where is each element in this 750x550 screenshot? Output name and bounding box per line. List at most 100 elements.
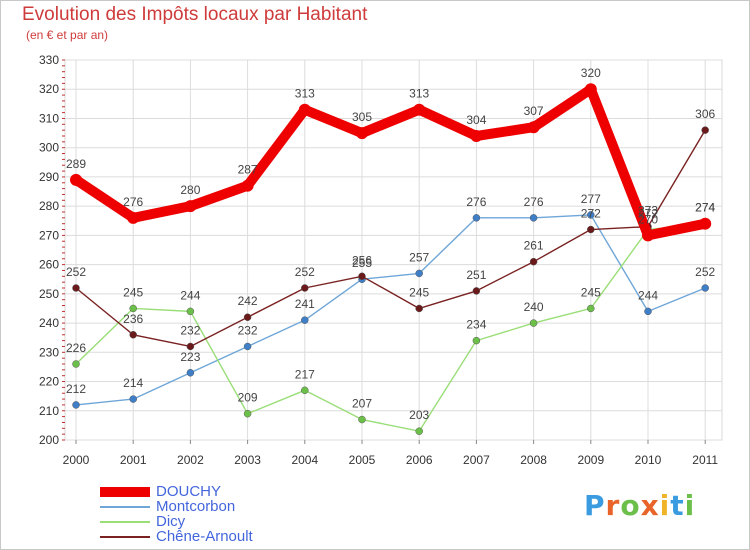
data-point-douchy [413, 103, 426, 116]
x-tick-label: 2000 [63, 453, 90, 467]
data-label-montcorbon: 223 [180, 350, 200, 364]
data-label-montcorbon: 257 [409, 250, 429, 264]
y-tick-label: 210 [39, 404, 59, 418]
y-tick-label: 290 [39, 170, 59, 184]
series-line-montcorbon [75, 214, 706, 406]
data-label-montcorbon: 214 [123, 376, 143, 390]
x-tick-label: 2002 [177, 453, 204, 467]
data-label-dicy: 234 [466, 318, 486, 332]
data-point-douchy [184, 200, 197, 213]
data-point-dicy [301, 386, 309, 395]
legend-swatch [100, 506, 150, 508]
logo-letter: i [684, 489, 696, 522]
x-tick-label: 2007 [463, 453, 490, 467]
x-tick-label: 2003 [234, 453, 261, 467]
data-label-douchy: 289 [66, 157, 86, 171]
data-point-douchy [127, 211, 140, 224]
data-label-chêne-arnoult: 251 [466, 268, 486, 282]
data-label-douchy: 313 [295, 87, 315, 101]
data-point-montcorbon [415, 269, 423, 278]
legend-swatch [100, 487, 150, 497]
data-label-dicy: 226 [66, 341, 86, 355]
y-tick-label: 220 [39, 375, 59, 389]
data-point-chêne-arnoult [587, 225, 595, 234]
data-label-chêne-arnoult: 272 [581, 207, 601, 221]
data-point-montcorbon [472, 214, 481, 222]
data-point-montcorbon [243, 342, 252, 351]
y-tick-label: 240 [39, 316, 59, 330]
y-tick-label: 330 [39, 53, 59, 67]
y-tick-label: 230 [39, 345, 59, 359]
data-label-chêne-arnoult: 273 [638, 204, 658, 218]
data-point-douchy [298, 103, 311, 116]
data-label-chêne-arnoult: 256 [352, 253, 372, 267]
data-point-chêne-arnoult [301, 284, 309, 292]
data-label-douchy: 270 [638, 212, 658, 226]
data-label-douchy: 313 [409, 87, 429, 101]
legend-item-douchy: DOUCHY [100, 484, 360, 500]
legend-item-montcorbon: Montcorbon [100, 499, 360, 515]
data-label-chêne-arnoult: 306 [695, 107, 715, 121]
data-point-douchy [642, 229, 654, 242]
data-label-douchy: 304 [466, 113, 486, 127]
data-label-dicy: 245 [123, 285, 143, 299]
data-point-dicy [587, 304, 595, 313]
data-point-montcorbon [701, 284, 709, 292]
data-point-montcorbon [301, 316, 309, 324]
data-label-douchy: 274 [695, 201, 715, 215]
data-label-chêne-arnoult: 252 [295, 265, 315, 279]
data-label-montcorbon: 252 [695, 265, 715, 279]
data-point-douchy [356, 127, 368, 140]
legend-swatch [100, 536, 150, 538]
y-tick-label: 310 [39, 111, 59, 125]
x-tick-label: 2006 [406, 453, 433, 467]
data-point-montcorbon [129, 395, 137, 403]
y-tick-label: 280 [39, 199, 59, 213]
data-label-montcorbon: 244 [638, 288, 658, 302]
series-line-dicy [75, 222, 706, 432]
data-point-montcorbon [72, 401, 80, 409]
data-label-montcorbon: 232 [238, 323, 258, 337]
x-tick-label: 2008 [520, 453, 547, 467]
data-point-dicy [529, 319, 538, 327]
data-point-douchy [584, 83, 597, 96]
legend-label: Dicy [156, 513, 186, 530]
data-label-douchy: 280 [180, 183, 200, 197]
data-label-dicy: 207 [352, 397, 372, 411]
data-point-dicy [186, 307, 195, 316]
data-point-chêne-arnoult [415, 304, 423, 313]
data-point-douchy [70, 173, 82, 186]
data-label-douchy: 307 [524, 104, 544, 118]
data-point-chêne-arnoult [472, 287, 481, 295]
data-label-layer: 212 214 223 232 241 255 257 276 276 277 244 252 226 2… [66, 66, 716, 422]
data-label-chêne-arnoult: 245 [409, 285, 429, 299]
legend-swatch [100, 521, 150, 523]
logo-letter: r [605, 489, 621, 522]
data-point-dicy [243, 409, 252, 418]
data-label-dicy: 272 [638, 207, 658, 221]
series-line-douchy [71, 84, 711, 241]
data-label-douchy: 320 [581, 66, 601, 80]
legend-item-dicy: Dicy [100, 514, 360, 530]
data-label-douchy: 276 [123, 195, 143, 209]
legend-label: DOUCHY [156, 483, 222, 500]
y-tick-label: 250 [39, 287, 59, 301]
legend-label: Montcorbon [156, 498, 236, 515]
logo-letter: t [670, 489, 685, 522]
data-point-montcorbon [587, 211, 595, 219]
y-tick-label: 300 [39, 141, 59, 155]
proxiti-logo: Proxiti [584, 489, 695, 522]
x-tick-label: 2004 [291, 453, 318, 467]
data-label-montcorbon: 212 [66, 382, 86, 396]
legend-label: Chêne-Arnoult [156, 528, 253, 545]
data-label-dicy: 209 [238, 391, 258, 405]
data-point-dicy [129, 304, 137, 313]
data-point-chêne-arnoult [243, 313, 252, 321]
data-point-douchy [470, 130, 483, 142]
data-label-douchy: 305 [352, 110, 372, 124]
data-point-montcorbon [186, 369, 195, 377]
data-point-dicy [472, 336, 481, 345]
y-tick-label: 320 [39, 82, 59, 96]
chart-subtitle: (en € et par an) [26, 28, 109, 42]
data-point-chêne-arnoult [129, 331, 137, 339]
